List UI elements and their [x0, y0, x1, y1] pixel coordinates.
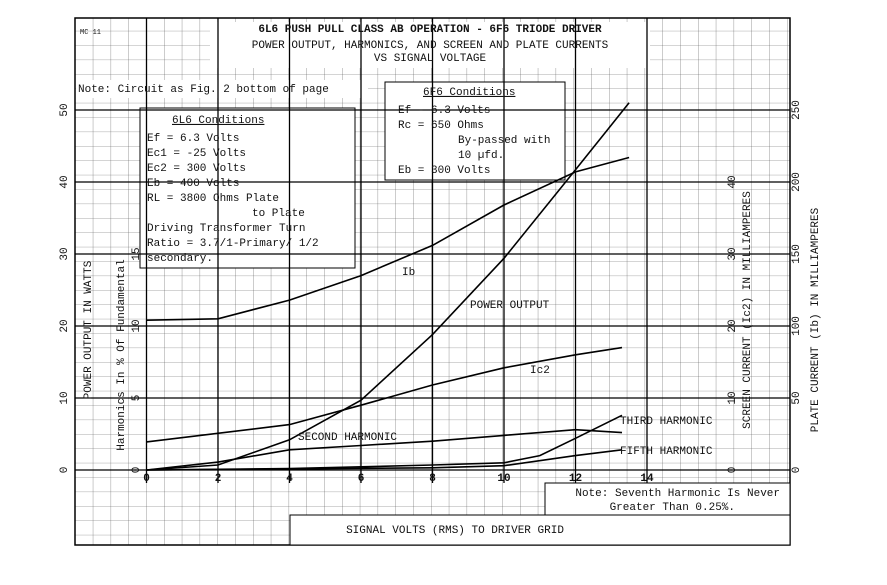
y3-axis-label: SCREEN CURRENT (Ic2) IN MILLIAMPERES — [742, 191, 754, 429]
y-tick-label: 30 — [59, 247, 71, 260]
y4-tick-label: 200 — [791, 172, 803, 192]
box-line: Ec2 = 300 Volts — [147, 163, 246, 175]
series-label: SECOND HARMONIC — [298, 432, 397, 444]
box-line: Ef - 6.3 Volts — [398, 105, 490, 117]
y-tick-label: 50 — [59, 103, 71, 116]
y4-tick-label: 250 — [791, 100, 803, 120]
note-band — [76, 80, 368, 98]
box-line: Rc = 650 Ohms — [398, 120, 484, 132]
series-line — [146, 346, 623, 443]
bottom-note: Greater Than 0.25%. — [610, 502, 735, 514]
chart-subtitle: VS SIGNAL VOLTAGE — [374, 53, 487, 65]
y2-tick-label: 10 — [131, 319, 143, 332]
note: Note: Circuit as Fig. 2 bottom of page — [78, 84, 329, 96]
y2-tick-label: 15 — [131, 247, 143, 260]
y3-tick-label: 0 — [727, 467, 739, 474]
y2-axis-label: Harmonics In % Of Fundamental — [116, 259, 128, 450]
y-tick-label: 20 — [59, 319, 71, 332]
box-title: 6F6 Conditions — [423, 87, 515, 99]
series-label: Ic2 — [530, 365, 550, 377]
y-axis-label: POWER OUTPUT IN WATTS — [83, 260, 95, 399]
series-label: FIFTH HARMONIC — [620, 446, 713, 458]
box-line: RL = 3800 Ohms Plate — [147, 193, 279, 205]
x-axis-label: SIGNAL VOLTS (RMS) TO DRIVER GRID — [346, 525, 564, 537]
y3-tick-label: 20 — [727, 319, 739, 332]
bottom-note: Note: Seventh Harmonic Is Never — [575, 488, 780, 500]
xlabel-box — [289, 514, 791, 546]
conditions-box — [139, 107, 356, 269]
series-line — [146, 428, 623, 471]
y3-tick-label: 30 — [727, 247, 739, 260]
box-line: By-passed with — [458, 135, 550, 147]
y-tick-label: 0 — [59, 467, 71, 474]
y-tick-label: 40 — [59, 175, 71, 188]
y4-tick-label: 150 — [791, 244, 803, 264]
box-line: Eb = 300 Volts — [398, 165, 490, 177]
y4-tick-label: 50 — [791, 391, 803, 404]
series-label: THIRD HARMONIC — [620, 416, 713, 428]
chart-title: 6L6 PUSH PULL CLASS AB OPERATION - 6F6 T… — [258, 24, 602, 36]
box-line: 10 µfd. — [458, 150, 504, 162]
box-line: Ratio = 3.7/1-Primary/ 1/2 — [147, 238, 319, 250]
y2-tick-label: 5 — [131, 395, 143, 402]
y4-axis-label: PLATE CURRENT (Ib) IN MILLIAMPERES — [810, 207, 822, 432]
series-line — [146, 449, 623, 471]
y3-tick-label: 40 — [727, 175, 739, 188]
x-tick-label: 12 — [569, 473, 582, 485]
x-tick-label: 2 — [215, 473, 222, 485]
corner-label: MC 11 — [80, 29, 101, 37]
x-tick-label: 0 — [143, 473, 150, 485]
x-tick-label: 4 — [286, 473, 293, 485]
y3-tick-label: 10 — [727, 391, 739, 404]
y4-tick-label: 0 — [791, 467, 803, 474]
x-tick-label: 14 — [640, 473, 654, 485]
plot-layer — [75, 18, 790, 483]
chart-subtitle: POWER OUTPUT, HARMONICS, AND SCREEN AND … — [252, 40, 609, 52]
x-tick-label: 8 — [429, 473, 436, 485]
box-line: to Plate — [252, 208, 305, 220]
y4-tick-label: 100 — [791, 316, 803, 336]
box-title: 6L6 Conditions — [172, 115, 264, 127]
series-label: POWER OUTPUT — [470, 300, 550, 312]
series-line — [146, 156, 630, 321]
x-tick-label: 10 — [497, 473, 510, 485]
y-tick-label: 10 — [59, 391, 71, 404]
conditions-box — [384, 81, 566, 181]
box-line: Driving Transformer Turn — [147, 223, 305, 235]
box-line: secondary. — [147, 253, 213, 265]
y2-tick-label: 0 — [131, 467, 143, 474]
box-line: Ec1 = -25 Volts — [147, 148, 246, 160]
x-tick-label: 6 — [358, 473, 365, 485]
box-line: Eb = 400 Volts — [147, 178, 239, 190]
box-line: Ef = 6.3 Volts — [147, 133, 239, 145]
title-band — [210, 22, 650, 68]
series-label: Ib — [402, 267, 415, 279]
